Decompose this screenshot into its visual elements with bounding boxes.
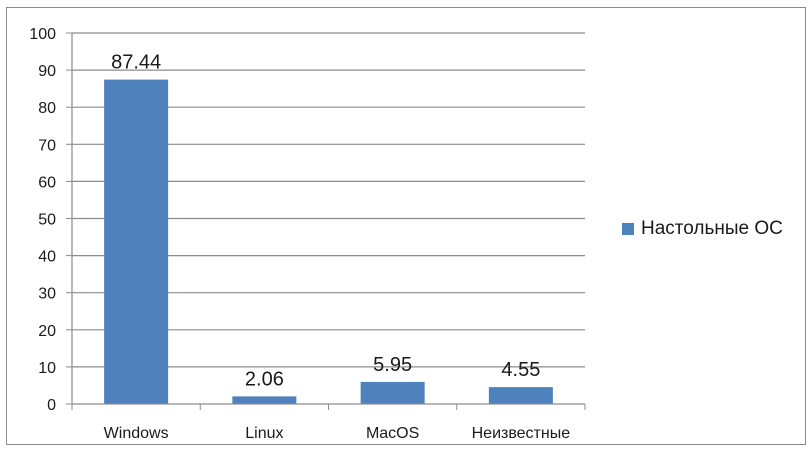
y-tick-label: 80: [38, 100, 56, 117]
x-axis: Windows Linux MacOS Неизвестные: [71, 33, 586, 442]
bar-1: [232, 396, 297, 404]
data-labels: 87.44 2.06 5.95 4.55: [111, 52, 540, 391]
bar-3: [488, 387, 553, 404]
y-tick-label: 40: [38, 249, 56, 266]
y-tick-label: 20: [38, 323, 56, 340]
y-tick-label: 0: [47, 397, 56, 414]
y-tick-label: 30: [38, 286, 56, 303]
x-tick-label-1: Linux: [245, 425, 283, 442]
y-tick-label: 90: [38, 63, 56, 80]
legend-swatch: [622, 223, 634, 235]
legend-label: Настольные ОС: [641, 218, 783, 239]
x-tick-label-3: Неизвестные: [472, 425, 571, 442]
bar-2: [360, 381, 425, 404]
y-tick-label: 50: [38, 212, 56, 229]
x-tick-label-0: Windows: [104, 425, 169, 442]
y-axis-ticks: 0 10 20 30 40 50 60 70 80 90 100: [29, 26, 72, 414]
legend: Настольные ОС: [622, 218, 783, 240]
data-label-3: 4.55: [501, 359, 540, 381]
bars: [104, 79, 553, 405]
y-tick-label: 100: [29, 26, 56, 43]
y-tick-label: 60: [38, 174, 56, 191]
x-tick-label-2: MacOS: [366, 425, 419, 442]
data-label-1: 2.06: [245, 368, 284, 390]
y-tick-label: 10: [38, 360, 56, 377]
data-label-0: 87.44: [111, 52, 161, 74]
bar-0: [104, 79, 169, 405]
data-label-2: 5.95: [373, 354, 412, 376]
y-tick-label: 70: [38, 137, 56, 154]
